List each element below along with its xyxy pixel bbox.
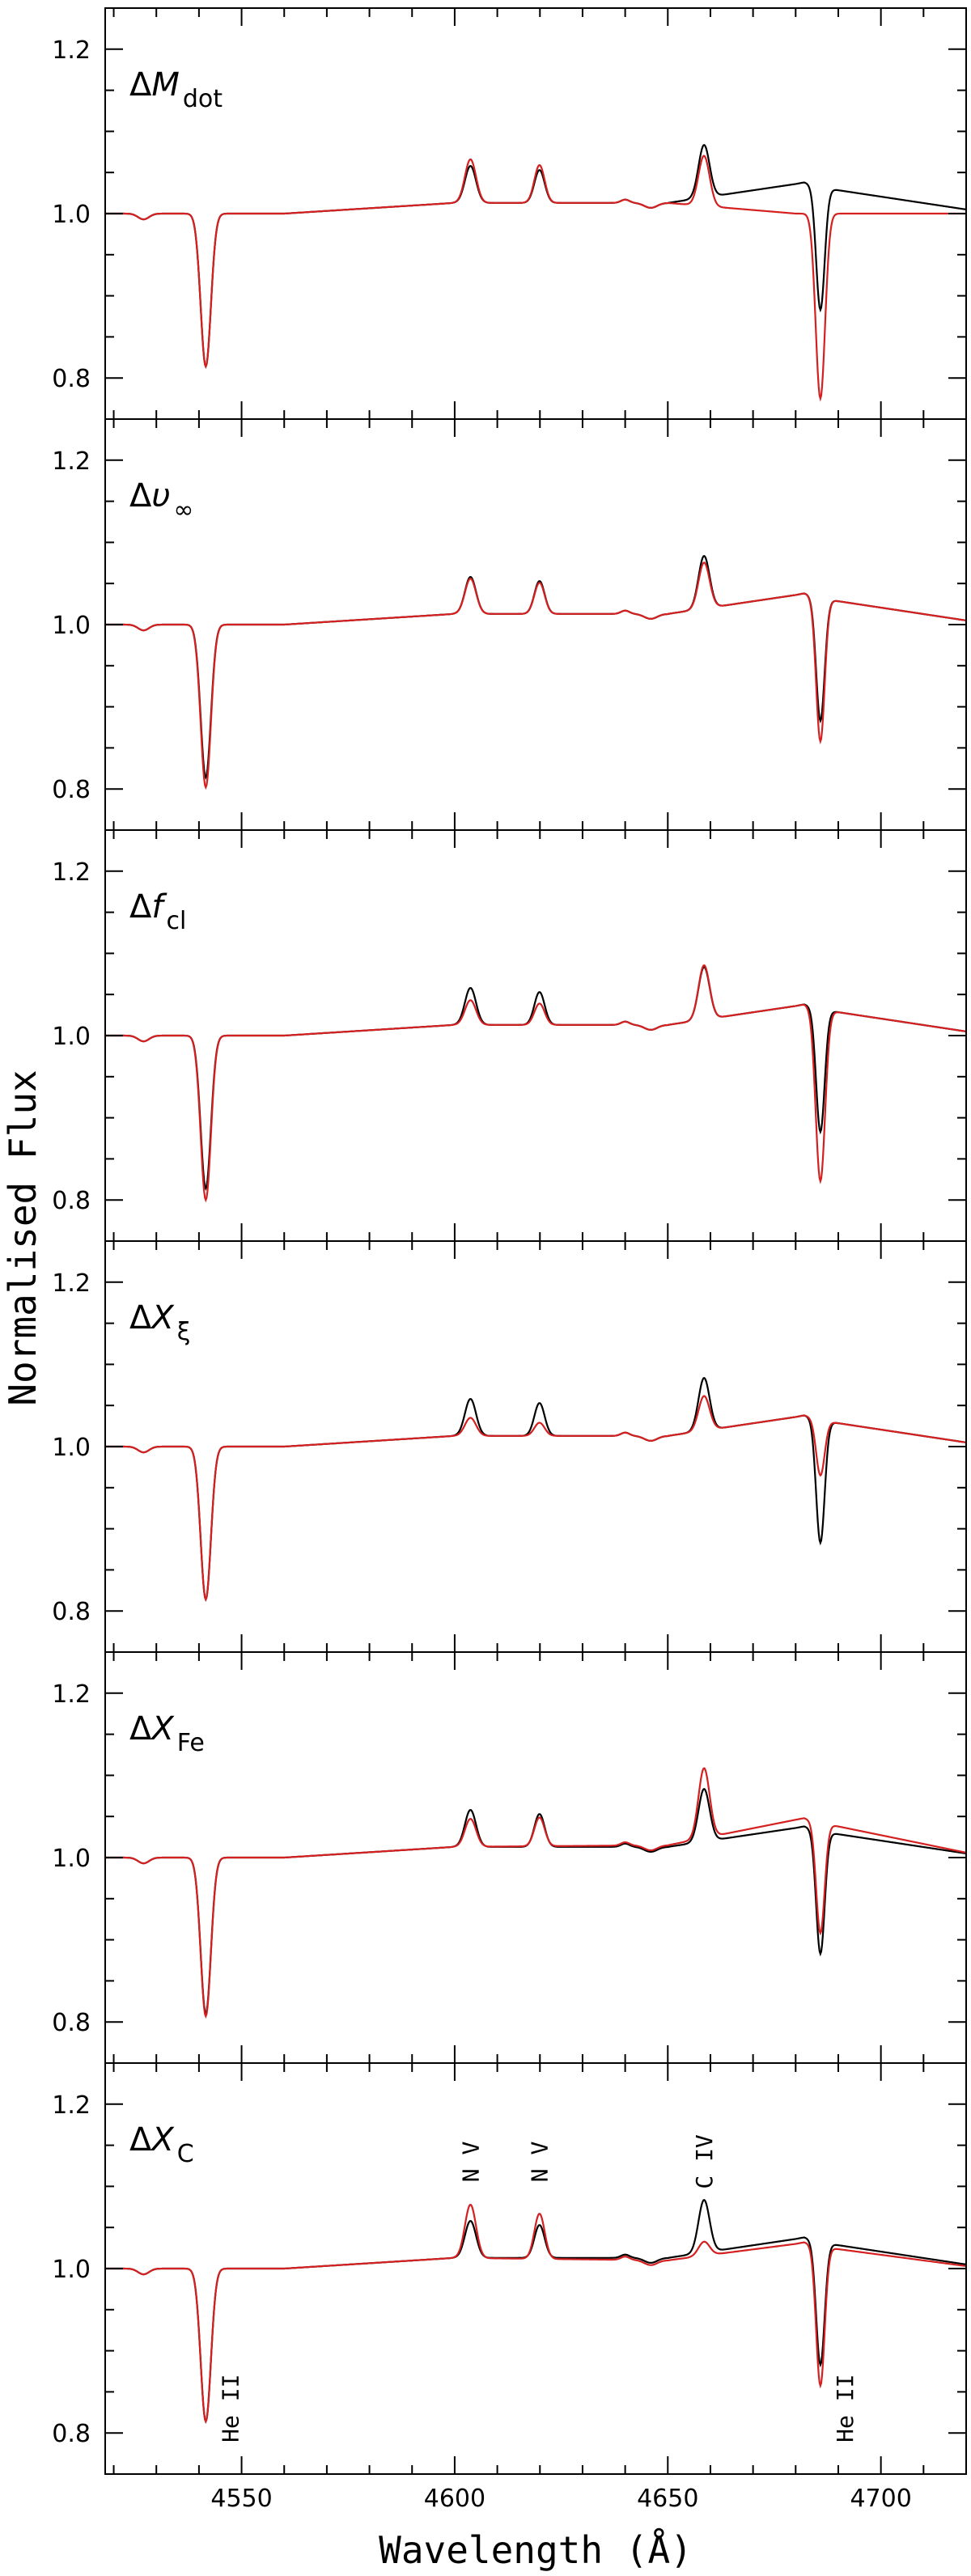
x-axis-title: Wavelength (Å) bbox=[379, 2528, 693, 2572]
panel-label: Δυ ∞ bbox=[129, 477, 194, 524]
variant-spectrum-line bbox=[105, 2204, 966, 2424]
panel-label: Δf cl bbox=[129, 888, 186, 935]
x-tick-label: 4550 bbox=[210, 2485, 272, 2513]
y-tick-label: 1.0 bbox=[52, 612, 91, 640]
y-axis-title: Normalised Flux bbox=[1, 1070, 45, 1405]
panel-label: ΔM dot bbox=[129, 66, 223, 113]
panel-label: ΔX Fe bbox=[129, 1710, 205, 1757]
y-tick-label: 1.0 bbox=[52, 201, 91, 229]
reference-spectrum-line bbox=[105, 966, 966, 1191]
y-tick-label: 0.8 bbox=[52, 2009, 91, 2037]
variant-spectrum-line bbox=[105, 1395, 966, 1602]
panel-4: 0.8 1.0 1.2 ΔX ξ bbox=[52, 1240, 967, 1653]
line-annotation: N V bbox=[527, 2141, 553, 2182]
panel-2: 0.8 1.0 1.2 Δυ ∞ bbox=[52, 418, 967, 831]
y-tick-label: 0.8 bbox=[52, 776, 91, 804]
panel-1: 0.8 1.0 1.2 ΔM dot bbox=[52, 7, 967, 420]
y-tick-label: 1.2 bbox=[52, 36, 91, 65]
y-tick-label: 1.2 bbox=[52, 2091, 91, 2120]
line-annotation: N V bbox=[457, 2141, 484, 2182]
y-tick-label: 1.2 bbox=[52, 447, 91, 476]
y-tick-label: 1.2 bbox=[52, 1269, 91, 1298]
x-tick-label: 4600 bbox=[424, 2485, 486, 2513]
panel-label: ΔX ξ bbox=[129, 1299, 191, 1346]
variant-spectrum-line bbox=[105, 1767, 966, 2019]
y-tick-label: 1.0 bbox=[52, 1845, 91, 1873]
panel-5: 0.8 1.0 1.2 ΔX Fe bbox=[52, 1651, 967, 2064]
x-tick-label: 4700 bbox=[850, 2485, 911, 2513]
variant-spectrum-line bbox=[105, 964, 966, 1203]
variant-spectrum-line bbox=[105, 561, 966, 790]
y-tick-label: 1.2 bbox=[52, 858, 91, 887]
y-tick-label: 0.8 bbox=[52, 1598, 91, 1626]
panel-label: ΔX C bbox=[129, 2121, 194, 2168]
y-tick-label: 0.8 bbox=[52, 2420, 91, 2448]
y-tick-label: 1.0 bbox=[52, 1434, 91, 1462]
x-tick-label: 4650 bbox=[637, 2485, 698, 2513]
y-tick-label: 0.8 bbox=[52, 1187, 91, 1215]
y-tick-label: 1.0 bbox=[52, 1023, 91, 1051]
line-annotation: He II bbox=[832, 2375, 859, 2443]
panel-6: 0.8 1.0 1.2 ΔX C N V N V C IV He II He II 4550 4600… bbox=[52, 2062, 967, 2513]
panel-3: 0.8 1.0 1.2 Δf cl bbox=[52, 829, 967, 1242]
y-tick-label: 0.8 bbox=[52, 365, 91, 393]
reference-spectrum-line bbox=[105, 1377, 966, 1602]
line-annotation: He II bbox=[217, 2375, 244, 2443]
variant-spectrum-line bbox=[105, 155, 966, 402]
line-annotation: C IV bbox=[691, 2134, 718, 2189]
y-tick-label: 1.2 bbox=[52, 1680, 91, 1709]
y-tick-label: 1.0 bbox=[52, 2256, 91, 2284]
